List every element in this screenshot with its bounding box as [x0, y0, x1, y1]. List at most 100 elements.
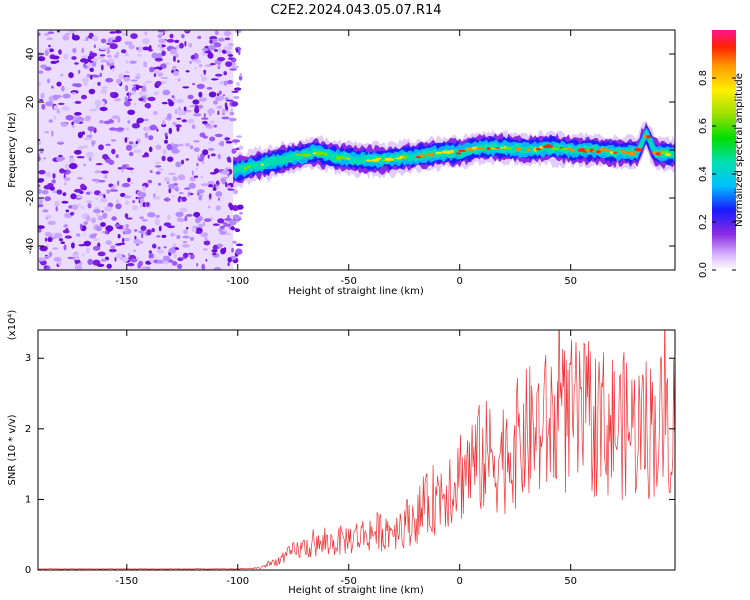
noise-speckle: [62, 229, 70, 234]
noise-speckle: [209, 62, 216, 66]
noise-speckle: [201, 117, 209, 120]
noise-speckle: [179, 192, 184, 194]
noise-speckle: [123, 237, 131, 242]
noise-speckle: [166, 39, 175, 43]
noise-speckle: [39, 147, 44, 154]
noise-speckle: [99, 47, 107, 51]
noise-speckle: [140, 197, 144, 204]
noise-speckle: [163, 246, 167, 249]
noise-speckle: [167, 156, 174, 162]
snr-y-ticks: 0 1 2 3: [25, 353, 675, 576]
noise-speckle: [149, 257, 154, 263]
noise-speckle: [175, 161, 182, 168]
noise-speckle: [152, 243, 157, 249]
noise-speckle: [60, 241, 65, 244]
noise-speckle: [209, 39, 213, 44]
noise-speckle: [152, 111, 158, 115]
noise-speckle: [162, 119, 165, 126]
noise-speckle: [130, 258, 138, 263]
noise-speckle: [148, 250, 152, 254]
noise-speckle: [153, 91, 160, 96]
noise-speckle: [62, 170, 67, 173]
noise-speckle: [87, 126, 95, 132]
noise-speckle: [213, 42, 222, 48]
noise-speckle: [106, 54, 112, 58]
signal-hotspot: [544, 144, 553, 149]
noise-speckle: [62, 93, 71, 99]
noise-speckle: [71, 56, 77, 60]
noise-speckle: [44, 131, 49, 134]
snr-y-multiplier: (x10⁴): [7, 310, 18, 341]
noise-speckle: [105, 158, 113, 164]
noise-speckle: [222, 223, 232, 227]
noise-speckle: [188, 43, 193, 48]
noise-speckle: [167, 113, 172, 120]
snr-x-label: Height of straight line (km): [288, 585, 424, 596]
noise-speckle: [203, 240, 211, 246]
noise-speckle: [233, 95, 240, 100]
noise-speckle: [174, 108, 178, 115]
noise-speckle: [218, 47, 222, 54]
noise-speckle: [235, 228, 240, 233]
noise-speckle: [48, 251, 53, 258]
noise-speckle: [95, 103, 101, 110]
noise-speckle: [158, 225, 162, 232]
noise-speckle: [40, 64, 47, 69]
noise-speckle: [157, 168, 164, 171]
noise-speckle: [201, 48, 209, 51]
noise-speckle: [206, 87, 213, 90]
noise-speckle: [117, 167, 123, 170]
noise-speckle: [136, 117, 144, 124]
noise-speckle: [192, 82, 196, 86]
noise-speckle: [231, 247, 235, 253]
noise-speckle: [217, 110, 220, 116]
noise-speckle: [144, 80, 153, 84]
noise-speckle: [185, 70, 190, 73]
noise-speckle: [148, 45, 152, 51]
noise-speckle: [176, 98, 184, 104]
noise-speckle: [219, 231, 226, 235]
noise-speckle: [166, 181, 170, 185]
noise-speckle: [83, 221, 88, 226]
noise-speckle: [185, 214, 193, 217]
noise-speckle: [90, 58, 98, 62]
heatmap-y-ticks: -40 -20 0 20 40: [25, 48, 675, 254]
noise-speckle: [221, 116, 230, 120]
noise-speckle: [155, 171, 161, 175]
noise-speckle: [235, 48, 239, 53]
noise-speckle: [215, 106, 218, 109]
noise-speckle: [137, 262, 142, 269]
noise-speckle: [158, 43, 162, 49]
noise-speckle: [164, 132, 168, 137]
noise-speckle: [189, 236, 195, 241]
colorbar-tick-label: 0.8: [698, 70, 709, 86]
noise-speckle: [87, 258, 93, 265]
noise-speckle: [212, 187, 217, 191]
x-tick-label: 0: [457, 576, 463, 587]
noise-speckle: [76, 233, 81, 237]
noise-speckle: [83, 81, 88, 86]
noise-speckle: [43, 157, 46, 160]
noise-speckle: [216, 243, 224, 248]
noise-speckle: [156, 81, 162, 86]
noise-speckle: [48, 119, 53, 123]
signal-hotspot: [376, 157, 382, 160]
noise-speckle: [184, 187, 191, 190]
noise-speckle: [134, 235, 137, 240]
noise-speckle: [217, 57, 226, 62]
signal-hotspot: [435, 151, 443, 155]
noise-speckle: [103, 103, 106, 106]
noise-speckle: [133, 149, 142, 153]
noise-speckle: [110, 245, 116, 249]
noise-speckle: [115, 253, 123, 260]
noise-speckle: [197, 189, 205, 194]
noise-speckle: [38, 32, 41, 36]
noise-speckle: [153, 73, 157, 78]
noise-speckle: [198, 157, 204, 162]
noise-speckle: [125, 60, 129, 65]
noise-speckle: [140, 225, 147, 231]
y-tick-label: 2: [25, 424, 31, 435]
noise-speckle: [115, 243, 122, 246]
noise-speckle: [208, 193, 212, 199]
noise-speckle: [45, 101, 54, 107]
